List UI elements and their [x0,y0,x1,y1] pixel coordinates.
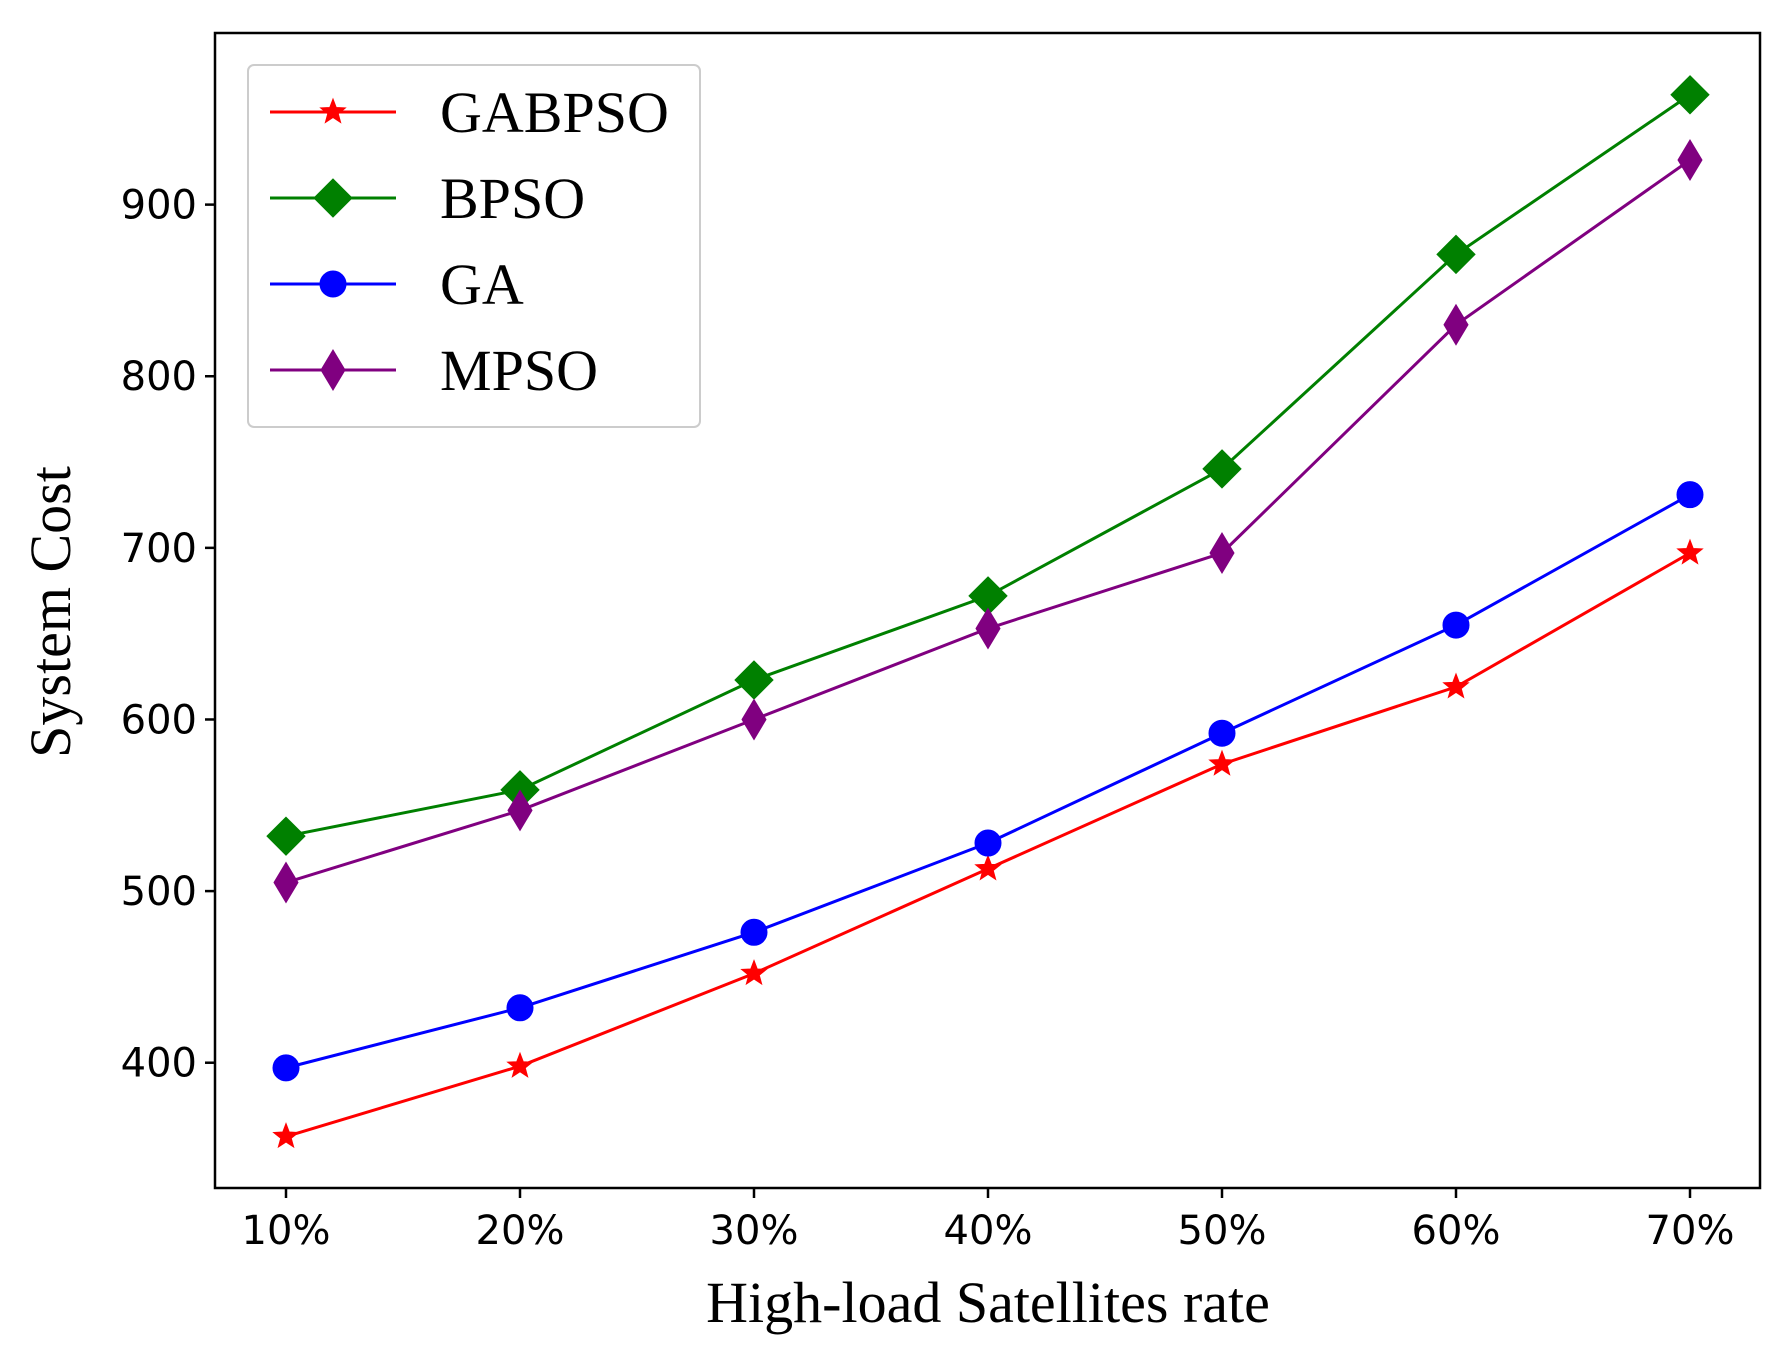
legend-item-bpso: BPSO [270,166,585,231]
data-point [1208,749,1236,776]
data-point [266,816,306,856]
legend-item-mpso: MPSO [270,338,598,403]
legend-marker [320,349,346,391]
data-point [1442,672,1470,699]
series-gabpso [272,538,1704,1149]
data-point [1208,719,1236,747]
x-axis-title: High-load Satellites rate [706,1270,1270,1335]
x-tick-label: 10% [242,1208,331,1254]
legend-box [247,64,701,428]
series-mpso [273,139,1703,904]
legend-label: GA [440,252,524,317]
x-tick-label: 30% [710,1208,799,1254]
data-point [741,698,767,741]
x-tick-label: 70% [1646,1208,1735,1254]
data-point [1442,611,1470,639]
legend: GABPSO BPSO GA MPSO [247,64,701,428]
legend-item-ga: GA [270,252,524,317]
x-tick-label: 20% [476,1208,565,1254]
data-point [1670,75,1710,115]
data-point [1676,538,1704,565]
y-tick-label: 500 [121,869,197,915]
data-point [1443,303,1469,346]
data-point [273,861,299,904]
data-point [1202,449,1242,489]
legend-label: GABPSO [440,80,669,145]
y-tick-label: 900 [121,183,197,229]
y-tick-label: 800 [121,354,197,400]
data-point [974,829,1002,857]
data-point [506,994,534,1022]
y-tick-label: 600 [121,697,197,743]
data-point [272,1122,300,1149]
x-axis: 10% 20% 30% 40% 50% 60% 70% [242,1188,1735,1254]
x-tick-label: 40% [944,1208,1033,1254]
legend-marker [319,270,347,298]
data-point [740,959,768,986]
series-layer [266,75,1710,1149]
legend-item-gabpso: GABPSO [270,80,669,145]
data-point [740,918,768,946]
x-tick-label: 50% [1178,1208,1267,1254]
legend-marker [319,97,347,124]
data-point [975,607,1001,650]
data-point [734,660,774,700]
data-point [506,1051,534,1078]
data-point [1209,532,1235,574]
data-point [1676,481,1704,509]
series-ga [272,481,1704,1082]
legend-label: MPSO [440,338,598,403]
y-tick-label: 700 [121,526,197,572]
y-tick-label: 400 [121,1041,197,1087]
data-point [272,1054,300,1082]
legend-marker [313,178,353,218]
data-point [974,854,1002,881]
data-point [1677,139,1703,181]
data-point [507,789,533,832]
legend-label: BPSO [440,166,585,231]
y-axis: 400 500 600 700 800 900 [121,183,215,1087]
y-axis-title: System Cost [18,466,83,758]
x-tick-label: 60% [1412,1208,1501,1254]
data-point [1436,234,1476,275]
